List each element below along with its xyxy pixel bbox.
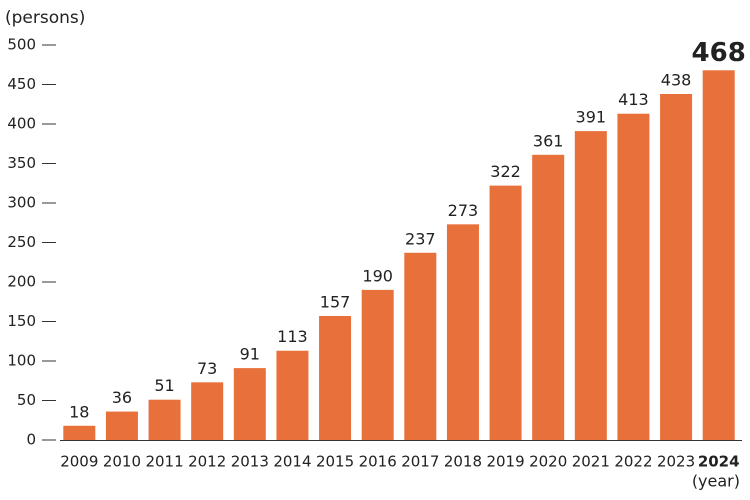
y-tick-label: 200 (7, 273, 36, 291)
bar (660, 93, 693, 440)
value-label: 113 (277, 327, 308, 346)
x-tick-label: 2013 (231, 453, 269, 471)
bar (404, 252, 437, 440)
x-tick-label: 2014 (273, 453, 311, 471)
x-tick-label: 2022 (614, 453, 652, 471)
value-label: 273 (448, 201, 479, 220)
bar (276, 350, 309, 440)
bar (105, 411, 138, 440)
value-label: 438 (661, 70, 692, 89)
value-label: 237 (405, 229, 436, 248)
x-tick-label: 2018 (444, 453, 482, 471)
y-tick-label: 150 (7, 312, 36, 330)
value-label: 91 (240, 345, 260, 364)
bar (702, 70, 735, 440)
x-tick-label: 2015 (316, 453, 354, 471)
x-tick-label: 2012 (188, 453, 226, 471)
x-tick-label: 2009 (60, 453, 98, 471)
x-tick-label: 2017 (401, 453, 439, 471)
value-label: 190 (362, 266, 393, 285)
value-label: 391 (576, 108, 607, 127)
y-tick-label: 450 (7, 75, 36, 93)
y-axis-label: (persons) (5, 8, 85, 28)
x-tick-label: 2011 (145, 453, 183, 471)
bar (489, 185, 522, 440)
x-tick-label: 2019 (486, 453, 524, 471)
value-label: 18 (69, 402, 89, 421)
x-tick-label: 2010 (103, 453, 141, 471)
value-label: 468 (692, 38, 746, 68)
bar (63, 425, 96, 440)
y-tick-label: 100 (7, 352, 36, 370)
y-tick-label: 0 (26, 431, 36, 449)
y-tick-label: 300 (7, 194, 36, 212)
value-label: 322 (490, 162, 521, 181)
x-tick-label: 2020 (529, 453, 567, 471)
y-tick-label: 350 (7, 154, 36, 172)
x-axis-label: (year) (692, 472, 740, 491)
x-tick-label: 2023 (657, 453, 695, 471)
x-tick-label: 2021 (572, 453, 610, 471)
y-tick-label: 500 (7, 36, 36, 54)
bar (191, 382, 224, 440)
bar (617, 113, 650, 440)
bar (148, 399, 181, 440)
y-tick-label: 250 (7, 233, 36, 251)
value-label: 36 (112, 388, 132, 407)
value-label: 157 (320, 292, 351, 311)
y-tick-label: 400 (7, 115, 36, 133)
value-label: 413 (618, 90, 649, 109)
value-label: 361 (533, 131, 564, 150)
bar (319, 315, 352, 440)
x-tick-label: 2016 (359, 453, 397, 471)
value-label: 73 (197, 359, 217, 378)
bar (233, 368, 266, 440)
bar (574, 131, 607, 441)
bar (446, 224, 479, 440)
value-label: 51 (154, 376, 174, 395)
y-tick-label: 50 (17, 391, 36, 409)
bar (361, 289, 394, 440)
x-tick-label: 2024 (698, 453, 740, 471)
bar (532, 154, 565, 440)
